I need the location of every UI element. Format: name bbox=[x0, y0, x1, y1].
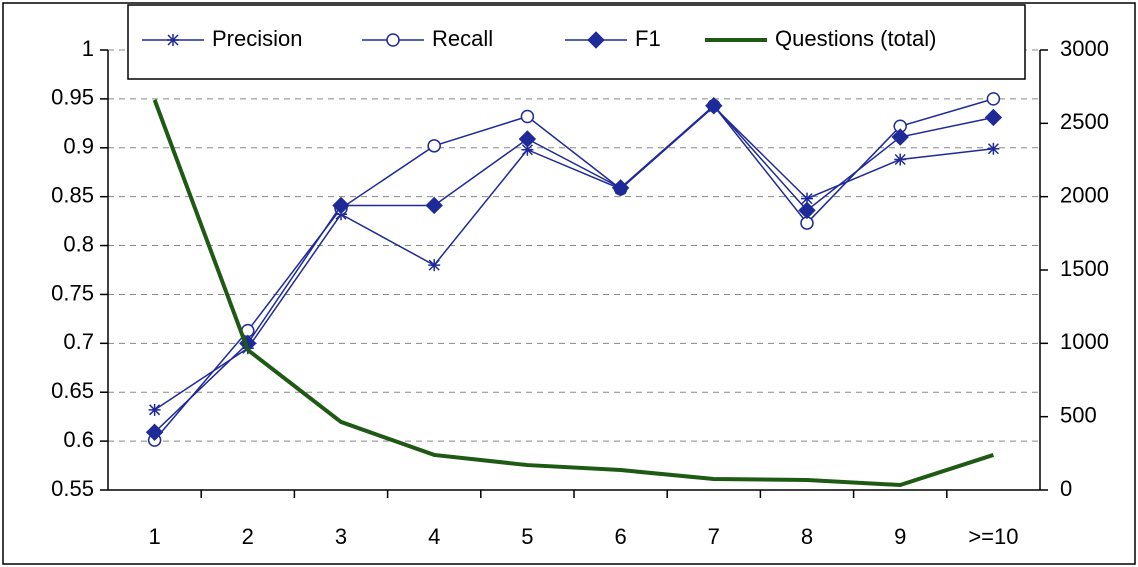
point bbox=[891, 128, 909, 146]
y2-tick-label: 0 bbox=[1060, 476, 1072, 501]
y2-tick-label: 3000 bbox=[1060, 36, 1109, 61]
legend-label: Precision bbox=[212, 26, 302, 51]
point bbox=[801, 192, 813, 205]
point bbox=[705, 97, 723, 115]
point bbox=[520, 109, 535, 124]
point bbox=[428, 259, 441, 272]
legend-label: Recall bbox=[432, 26, 493, 51]
legend-marker bbox=[386, 33, 400, 47]
y-tick-label: 0.9 bbox=[63, 134, 94, 159]
y2-tick-label: 1500 bbox=[1060, 256, 1109, 281]
series-line bbox=[154, 105, 994, 411]
x-tick-label: 7 bbox=[708, 524, 720, 549]
x-tick-label: 2 bbox=[242, 524, 254, 549]
point bbox=[145, 423, 164, 442]
x-tick-label: >=10 bbox=[968, 524, 1018, 549]
point bbox=[611, 179, 630, 197]
legend-marker bbox=[587, 31, 605, 49]
y2-tick-label: 2000 bbox=[1060, 182, 1109, 207]
point bbox=[984, 108, 1003, 127]
y2-tick-label: 1000 bbox=[1060, 329, 1109, 354]
series-line bbox=[154, 98, 994, 441]
x-tick-label: 6 bbox=[614, 524, 626, 549]
y2-tick-label: 500 bbox=[1060, 402, 1097, 427]
y-tick-label: 0.75 bbox=[51, 280, 94, 305]
legend-box bbox=[127, 4, 1026, 80]
y-tick-label: 0.8 bbox=[63, 231, 94, 256]
legend-marker bbox=[167, 34, 179, 46]
x-tick-label: 9 bbox=[894, 524, 906, 549]
x-tick-label: 3 bbox=[335, 524, 347, 549]
point bbox=[425, 196, 443, 215]
y-tick-label: 1 bbox=[82, 36, 94, 61]
point bbox=[427, 139, 441, 153]
y-tick-label: 0.65 bbox=[51, 378, 94, 403]
point bbox=[332, 196, 350, 215]
series-line bbox=[152, 99, 995, 488]
legend-label: Questions (total) bbox=[775, 26, 936, 51]
series-line bbox=[154, 104, 994, 433]
y-tick-label: 0.95 bbox=[51, 85, 94, 110]
x-tick-label: 1 bbox=[148, 524, 160, 549]
point bbox=[518, 130, 537, 148]
x-tick-label: 4 bbox=[428, 524, 440, 549]
x-tick-label: 8 bbox=[801, 524, 813, 549]
point bbox=[521, 143, 534, 156]
y-tick-label: 0.6 bbox=[63, 427, 94, 452]
y2-tick-label: 2500 bbox=[1060, 109, 1109, 134]
y-tick-label: 0.85 bbox=[51, 182, 94, 207]
x-tick-label: 5 bbox=[521, 524, 533, 549]
point bbox=[986, 92, 1001, 106]
y-tick-label: 0.7 bbox=[63, 329, 94, 354]
legend-label: F1 bbox=[635, 26, 661, 51]
point bbox=[798, 201, 816, 220]
point bbox=[987, 142, 1000, 155]
point bbox=[894, 153, 907, 166]
point bbox=[148, 403, 161, 416]
y-tick-label: 0.55 bbox=[51, 476, 94, 501]
